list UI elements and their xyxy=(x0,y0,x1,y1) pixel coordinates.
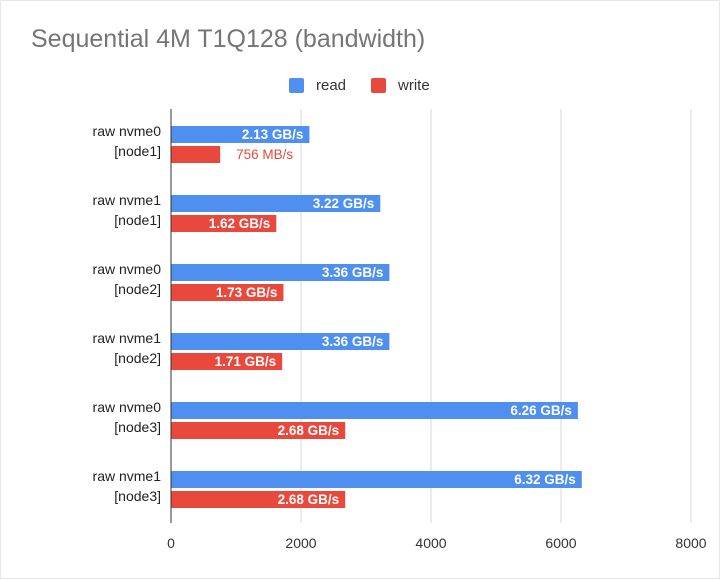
legend-item-read: read xyxy=(289,73,346,97)
data-label-write: 2.68 GB/s xyxy=(278,423,340,438)
bar-read xyxy=(171,264,390,281)
category-label: [node2] xyxy=(114,281,161,297)
data-label-write: 1.71 GB/s xyxy=(215,354,277,369)
category-label: [node3] xyxy=(114,419,161,435)
bar-write xyxy=(171,491,346,508)
x-tick-label: 0 xyxy=(167,535,175,551)
data-label-read: 2.13 GB/s xyxy=(242,127,304,142)
bar-read xyxy=(171,126,310,143)
category-label: [node2] xyxy=(114,350,161,366)
bar-read xyxy=(171,402,578,419)
bar-read xyxy=(171,333,390,350)
data-label-write: 1.73 GB/s xyxy=(216,285,278,300)
data-label-write: 1.62 GB/s xyxy=(209,216,271,231)
category-label: raw nvme0 xyxy=(93,123,162,139)
data-label-write: 756 MB/s xyxy=(236,147,293,162)
bar-write xyxy=(171,146,221,163)
category-label: [node1] xyxy=(114,143,161,159)
category-label: raw nvme1 xyxy=(93,330,162,346)
bar-write xyxy=(171,353,283,370)
data-label-write: 2.68 GB/s xyxy=(278,492,340,507)
chart-legend: read write xyxy=(1,73,720,97)
x-tick-label: 4000 xyxy=(415,535,446,551)
bar-read xyxy=(171,471,582,488)
category-label: raw nvme1 xyxy=(93,192,162,208)
data-label-read: 3.22 GB/s xyxy=(313,196,375,211)
legend-swatch-read xyxy=(289,77,304,93)
data-label-read: 6.26 GB/s xyxy=(510,403,572,418)
data-label-read: 3.36 GB/s xyxy=(322,265,384,280)
bar-read xyxy=(171,195,381,212)
bar-write xyxy=(171,284,284,301)
category-label: raw nvme0 xyxy=(93,399,162,415)
legend-item-write: write xyxy=(371,73,430,97)
category-label: [node1] xyxy=(114,212,161,228)
x-tick-label: 2000 xyxy=(285,535,316,551)
category-label: raw nvme0 xyxy=(93,261,162,277)
legend-label-read: read xyxy=(316,76,347,94)
category-label: [node3] xyxy=(114,488,161,504)
chart-title: Sequential 4M T1Q128 (bandwidth) xyxy=(31,25,426,53)
bar-write xyxy=(171,215,277,232)
category-label: raw nvme1 xyxy=(93,468,162,484)
bar-write xyxy=(171,422,346,439)
legend-swatch-write xyxy=(371,77,386,93)
data-label-read: 3.36 GB/s xyxy=(322,334,384,349)
x-tick-label: 6000 xyxy=(545,535,576,551)
data-label-read: 6.32 GB/s xyxy=(514,472,576,487)
x-tick-label: 8000 xyxy=(675,535,706,551)
legend-label-write: write xyxy=(398,76,430,94)
